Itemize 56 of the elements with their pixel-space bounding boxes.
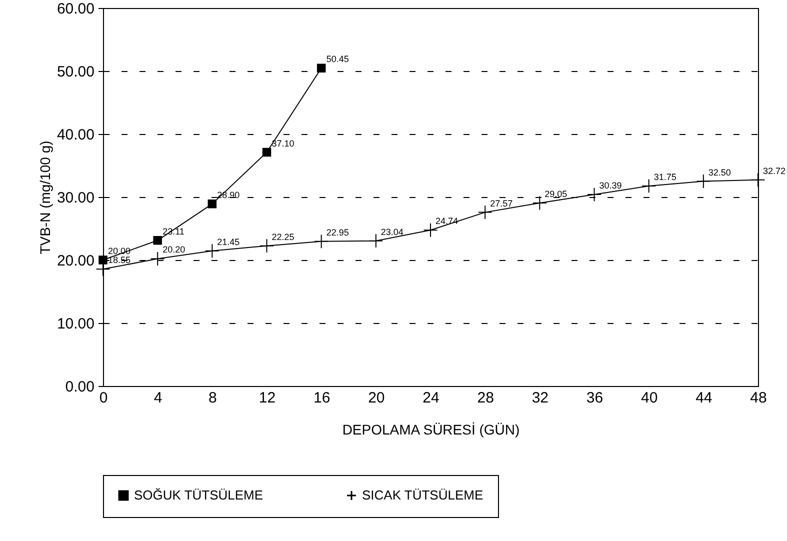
data-label: 21.45 <box>217 236 240 247</box>
legend-label: SOĞUK TÜTSÜLEME <box>134 488 264 503</box>
point <box>153 236 162 245</box>
point <box>532 196 547 210</box>
point <box>204 244 220 258</box>
point <box>750 172 766 188</box>
point <box>260 238 274 254</box>
data-label: 18.55 <box>108 255 131 266</box>
point <box>423 222 438 238</box>
x-tick-label: 20 <box>368 390 385 406</box>
x-tick-label: 44 <box>696 390 712 406</box>
data-label: 30.39 <box>599 180 622 191</box>
data-label: 37.10 <box>272 138 294 148</box>
point <box>150 252 165 266</box>
x-tick-label: 40 <box>640 390 658 406</box>
x-tick-label: 28 <box>477 390 494 406</box>
x-tick-label: 24 <box>422 390 440 406</box>
point <box>642 178 656 194</box>
data-label: 20.00 <box>108 246 131 256</box>
y-tick-label: 30.00 <box>56 190 94 206</box>
y-tick-label: 0.00 <box>65 378 94 396</box>
legend-label: SICAK TÜTSÜLEME <box>362 488 484 503</box>
x-tick-label: 12 <box>258 390 276 406</box>
x-tick-label: 36 <box>586 390 604 406</box>
data-label: 32.72 <box>763 166 786 176</box>
data-label: 22.25 <box>272 232 294 242</box>
data-label: 31.75 <box>654 172 676 182</box>
data-label: 29.05 <box>544 188 568 199</box>
data-label: 50.45 <box>326 54 349 64</box>
y-axis-title: TVB-N (mg/100 g) <box>36 140 53 254</box>
point <box>208 200 217 208</box>
data-label: 24.74 <box>436 216 458 226</box>
data-label: 20.20 <box>162 244 186 255</box>
data-label: 23.04 <box>380 226 404 237</box>
y-tick-label: 50.00 <box>56 64 94 80</box>
x-axis-title: DEPOLAMA SÜRESİ (GÜN) <box>342 422 520 438</box>
y-tick-label: 10.00 <box>56 316 94 332</box>
data-label: 27.57 <box>490 198 513 208</box>
x-tick-label: 32 <box>532 390 549 406</box>
data-label: 22.95 <box>326 227 349 238</box>
point <box>478 205 492 220</box>
point <box>262 148 272 157</box>
x-tick-label: 0 <box>99 390 108 406</box>
x-tick-label: 16 <box>313 390 330 406</box>
x-tick-label: 48 <box>750 390 767 406</box>
y-tick-label: 60.00 <box>56 0 94 18</box>
point <box>587 187 602 202</box>
point <box>314 234 329 249</box>
x-tick-label: 4 <box>154 390 162 406</box>
y-tick-label: 20.00 <box>56 252 94 270</box>
data-label: 32.50 <box>708 167 731 178</box>
point <box>696 174 711 188</box>
point <box>316 64 326 73</box>
point <box>368 234 384 248</box>
y-tick-label: 40.00 <box>56 126 94 144</box>
x-tick-label: 8 <box>208 390 217 406</box>
